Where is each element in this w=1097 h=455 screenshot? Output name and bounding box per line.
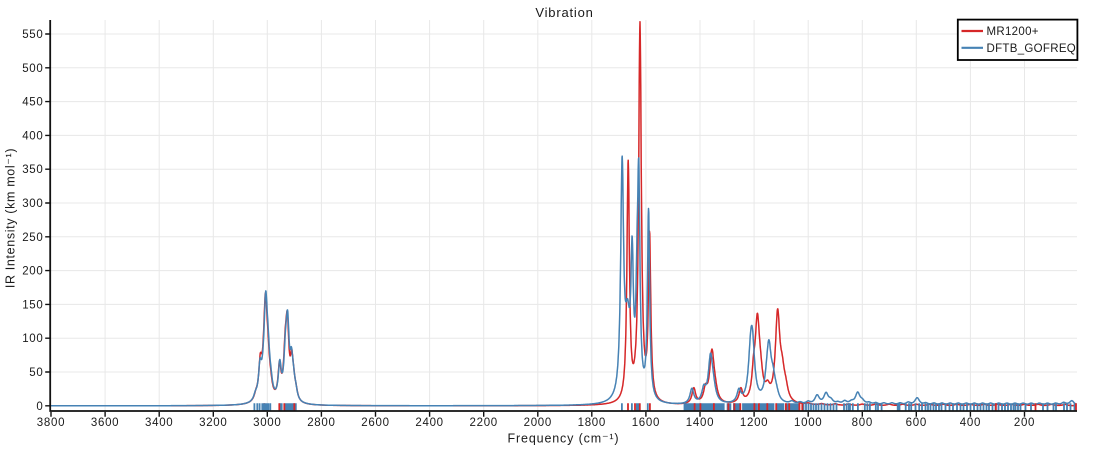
svg-text:300: 300 [22, 198, 43, 210]
svg-text:1800: 1800 [578, 417, 606, 429]
svg-text:1200: 1200 [740, 417, 768, 429]
svg-text:2000: 2000 [524, 417, 552, 429]
svg-text:3400: 3400 [145, 417, 173, 429]
svg-text:1000: 1000 [794, 417, 822, 429]
svg-text:800: 800 [852, 417, 873, 429]
svg-text:450: 450 [22, 97, 43, 109]
svg-text:2800: 2800 [307, 417, 335, 429]
svg-text:200: 200 [1014, 417, 1035, 429]
svg-text:150: 150 [22, 299, 43, 311]
svg-text:DFTB_GOFREQ: DFTB_GOFREQ [987, 43, 1077, 55]
svg-text:350: 350 [22, 164, 43, 176]
svg-text:3800: 3800 [37, 417, 65, 429]
svg-text:3200: 3200 [199, 417, 227, 429]
svg-text:250: 250 [22, 232, 43, 244]
svg-text:200: 200 [22, 266, 43, 278]
svg-text:50: 50 [29, 367, 43, 379]
svg-text:2200: 2200 [470, 417, 498, 429]
svg-text:0: 0 [36, 401, 43, 413]
svg-text:500: 500 [22, 63, 43, 75]
svg-text:IR Intensity (km mol⁻¹): IR Intensity (km mol⁻¹) [4, 148, 18, 288]
svg-text:MR1200+: MR1200+ [987, 26, 1039, 38]
svg-text:400: 400 [22, 130, 43, 142]
svg-text:3000: 3000 [253, 417, 281, 429]
svg-text:2600: 2600 [361, 417, 389, 429]
svg-text:600: 600 [906, 417, 927, 429]
svg-text:400: 400 [960, 417, 981, 429]
svg-text:3600: 3600 [91, 417, 119, 429]
svg-text:1600: 1600 [632, 417, 660, 429]
svg-text:Frequency (cm⁻¹): Frequency (cm⁻¹) [508, 432, 620, 446]
svg-text:2400: 2400 [415, 417, 443, 429]
svg-text:Vibration: Vibration [535, 5, 593, 20]
svg-text:100: 100 [22, 333, 43, 345]
svg-text:550: 550 [22, 29, 43, 41]
svg-text:1400: 1400 [686, 417, 714, 429]
